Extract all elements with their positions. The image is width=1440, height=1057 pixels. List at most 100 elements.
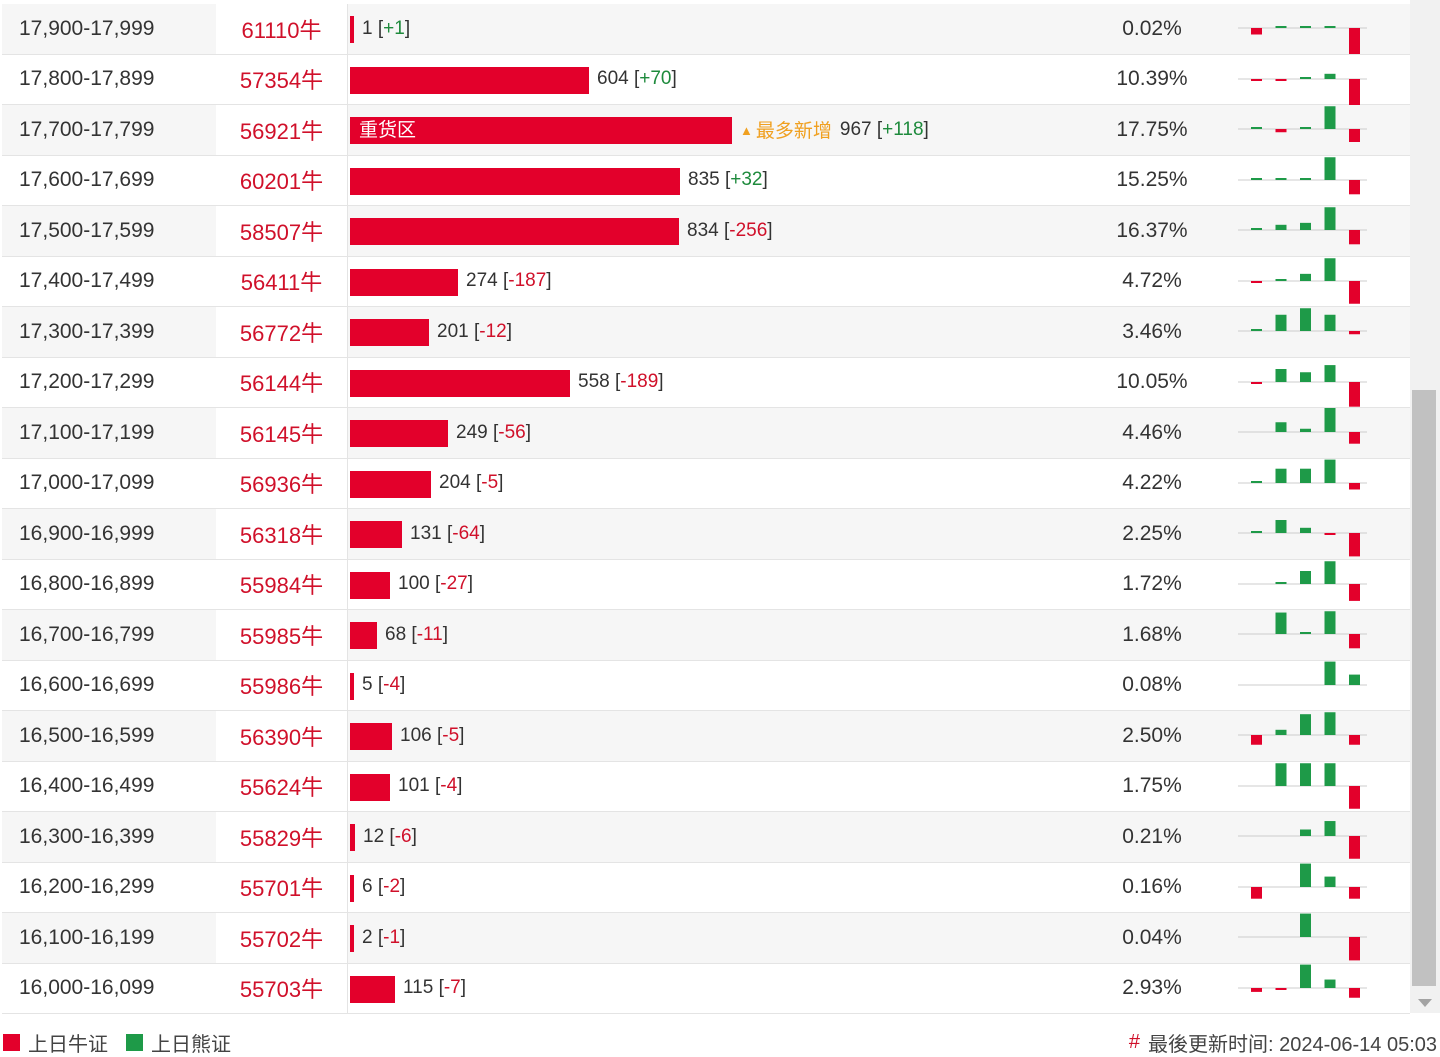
count-info: 249 [-56] bbox=[456, 421, 532, 443]
table-row[interactable]: 17,600-17,699 60201牛 835 [+32] 15.25% bbox=[2, 155, 1410, 206]
count-info: 835 [+32] bbox=[688, 169, 768, 191]
warrant-code-link[interactable]: 55986牛 bbox=[216, 660, 348, 710]
warrant-code-link[interactable]: 61110牛 bbox=[216, 4, 348, 54]
price-range: 17,900-17,999 bbox=[19, 16, 155, 40]
price-range: 16,900-16,999 bbox=[19, 521, 155, 545]
table-row[interactable]: 16,000-16,099 55703牛 115 [-7] 2.93% bbox=[2, 963, 1410, 1014]
table-row[interactable]: 16,300-16,399 55829牛 12 [-6] 0.21% bbox=[2, 812, 1410, 863]
table-row[interactable]: 17,200-17,299 56144牛 558 [-189] 10.05% bbox=[2, 357, 1410, 408]
count-change: -56 bbox=[498, 421, 526, 443]
table-row[interactable]: 17,700-17,799 56921牛 重货区 ▲ 最多新增 967 [+118] 17.… bbox=[2, 105, 1410, 156]
count-value: 68 bbox=[385, 623, 407, 645]
count-info: 834 [-256] bbox=[687, 219, 773, 241]
table-row[interactable]: 17,000-17,099 56936牛 204 [-5] 4.22% bbox=[2, 458, 1410, 509]
warrant-code-link[interactable]: 56145牛 bbox=[216, 408, 348, 458]
sparkline-bar bbox=[1275, 278, 1287, 281]
warrant-code-link[interactable]: 55829牛 bbox=[216, 812, 348, 862]
warrant-code-link[interactable]: 56411牛 bbox=[216, 256, 348, 306]
price-range: 17,000-17,099 bbox=[19, 471, 155, 495]
count-bar bbox=[350, 723, 392, 750]
scroll-down-arrow-icon[interactable] bbox=[1418, 999, 1432, 1007]
table-row[interactable]: 16,200-16,299 55701牛 6 [-2] 0.16% bbox=[2, 862, 1410, 913]
max-increase-label: 最多新增 bbox=[755, 121, 832, 143]
sparkline-bar bbox=[1324, 314, 1336, 331]
sparkline-bar bbox=[1275, 129, 1287, 133]
count-change: -11 bbox=[416, 623, 443, 645]
warrant-code-link[interactable]: 56936牛 bbox=[216, 458, 348, 508]
sparkline-bar bbox=[1300, 273, 1311, 281]
trend-sparkline bbox=[1238, 308, 1367, 335]
table-row[interactable]: 16,700-16,799 55985牛 68 [-11] 1.68% bbox=[2, 610, 1410, 661]
count-info: 131 [-64] bbox=[410, 522, 486, 544]
trend-sparkline bbox=[1238, 913, 1367, 961]
warrant-code-link[interactable]: 55624牛 bbox=[216, 761, 348, 811]
trend-sparkline bbox=[1238, 520, 1367, 557]
warrant-code-link[interactable]: 57354牛 bbox=[216, 54, 348, 104]
table-row[interactable]: 16,600-16,699 55986牛 5 [-4] 0.08% bbox=[2, 660, 1410, 711]
table-row[interactable]: 17,100-17,199 56145牛 249 [-56] 4.46% bbox=[2, 408, 1410, 459]
count-info: 6 [-2] bbox=[362, 876, 406, 898]
warrant-code-link[interactable]: 55985牛 bbox=[216, 610, 348, 660]
warrant-code-link[interactable]: 56772牛 bbox=[216, 307, 348, 357]
warrant-code-link[interactable]: 58507牛 bbox=[216, 206, 348, 256]
sparkline-bar bbox=[1251, 987, 1262, 992]
percentage: 0.21% bbox=[1122, 824, 1182, 848]
table-row[interactable]: 17,500-17,599 58507牛 834 [-256] 16.37% bbox=[2, 206, 1410, 257]
sparkline-bar bbox=[1349, 280, 1360, 304]
warrant-code-link[interactable]: 56390牛 bbox=[216, 711, 348, 761]
table-row[interactable]: 16,800-16,899 55984牛 100 [-27] 1.72% bbox=[2, 559, 1410, 610]
table-row[interactable]: 17,400-17,499 56411牛 274 [-187] 4.72% bbox=[2, 256, 1410, 307]
sparkline-bar bbox=[1324, 712, 1336, 735]
warrant-code-link[interactable]: 56921牛 bbox=[216, 105, 348, 155]
table-row[interactable]: 16,400-16,499 55624牛 101 [-4] 1.75% bbox=[2, 761, 1410, 812]
sparkline-bar bbox=[1349, 129, 1360, 142]
table-row[interactable]: 16,500-16,599 56390牛 106 [-5] 2.50% bbox=[2, 711, 1410, 762]
sparkline-bar bbox=[1300, 913, 1311, 937]
sparkline-bar bbox=[1300, 26, 1311, 28]
warrant-code-link[interactable]: 60201牛 bbox=[216, 155, 348, 205]
triangle-up-icon: ▲ bbox=[740, 123, 753, 139]
count-bar bbox=[350, 975, 395, 1003]
table-row[interactable]: 17,900-17,999 61110牛 1 [+1] 0.02% bbox=[2, 4, 1410, 55]
sparkline-bar bbox=[1349, 381, 1360, 407]
warrant-code-link[interactable]: 55703牛 bbox=[216, 963, 348, 1013]
scrollbar-thumb[interactable] bbox=[1412, 390, 1436, 986]
table-row[interactable]: 17,300-17,399 56772牛 201 [-12] 3.46% bbox=[2, 307, 1410, 358]
trend-sparkline bbox=[1238, 560, 1367, 601]
sparkline-bar bbox=[1251, 78, 1262, 81]
vertical-scrollbar[interactable] bbox=[1410, 0, 1440, 1013]
sparkline-bar bbox=[1275, 422, 1287, 432]
count-info: 5 [-4] bbox=[362, 674, 406, 696]
warrant-code-link[interactable]: 56144牛 bbox=[216, 357, 348, 407]
warrant-code-link[interactable]: 55984牛 bbox=[216, 559, 348, 609]
sparkline-bar bbox=[1275, 729, 1287, 735]
warrant-code-link[interactable]: 56318牛 bbox=[216, 509, 348, 559]
count-value: 558 bbox=[578, 371, 610, 393]
count-value: 249 bbox=[456, 421, 488, 443]
percentage: 1.72% bbox=[1122, 572, 1182, 596]
count-bar bbox=[350, 268, 458, 296]
max-increase-tag: ▲ 最多新增 bbox=[740, 116, 832, 143]
count-bar bbox=[350, 66, 589, 94]
sparkline-bar bbox=[1324, 611, 1336, 634]
sparkline-bar bbox=[1275, 26, 1287, 28]
count-change: +118 bbox=[882, 118, 924, 140]
sparkline-bar bbox=[1349, 230, 1360, 245]
table-row[interactable]: 17,800-17,899 57354牛 604 [+70] 10.39% bbox=[2, 54, 1410, 105]
percentage: 10.39% bbox=[1116, 67, 1188, 91]
count-value: 106 bbox=[400, 724, 432, 746]
heavy-zone-label: 重货区 bbox=[359, 120, 417, 141]
trend-sparkline bbox=[1238, 459, 1367, 489]
count-info: 204 [-5] bbox=[439, 472, 504, 494]
warrant-code-link[interactable]: 55702牛 bbox=[216, 913, 348, 963]
table-row[interactable]: 16,900-16,999 56318牛 131 [-64] 2.25% bbox=[2, 509, 1410, 560]
sparkline-bar bbox=[1324, 762, 1336, 786]
sparkline-bar bbox=[1349, 886, 1360, 899]
trend-sparkline bbox=[1238, 863, 1367, 899]
count-value: 6 bbox=[362, 876, 373, 898]
price-range: 17,300-17,399 bbox=[19, 319, 155, 343]
count-bar bbox=[350, 470, 431, 498]
warrant-code-link[interactable]: 55701牛 bbox=[216, 862, 348, 912]
count-change: -4 bbox=[440, 775, 458, 797]
table-row[interactable]: 16,100-16,199 55702牛 2 [-1] 0.04% bbox=[2, 913, 1410, 964]
